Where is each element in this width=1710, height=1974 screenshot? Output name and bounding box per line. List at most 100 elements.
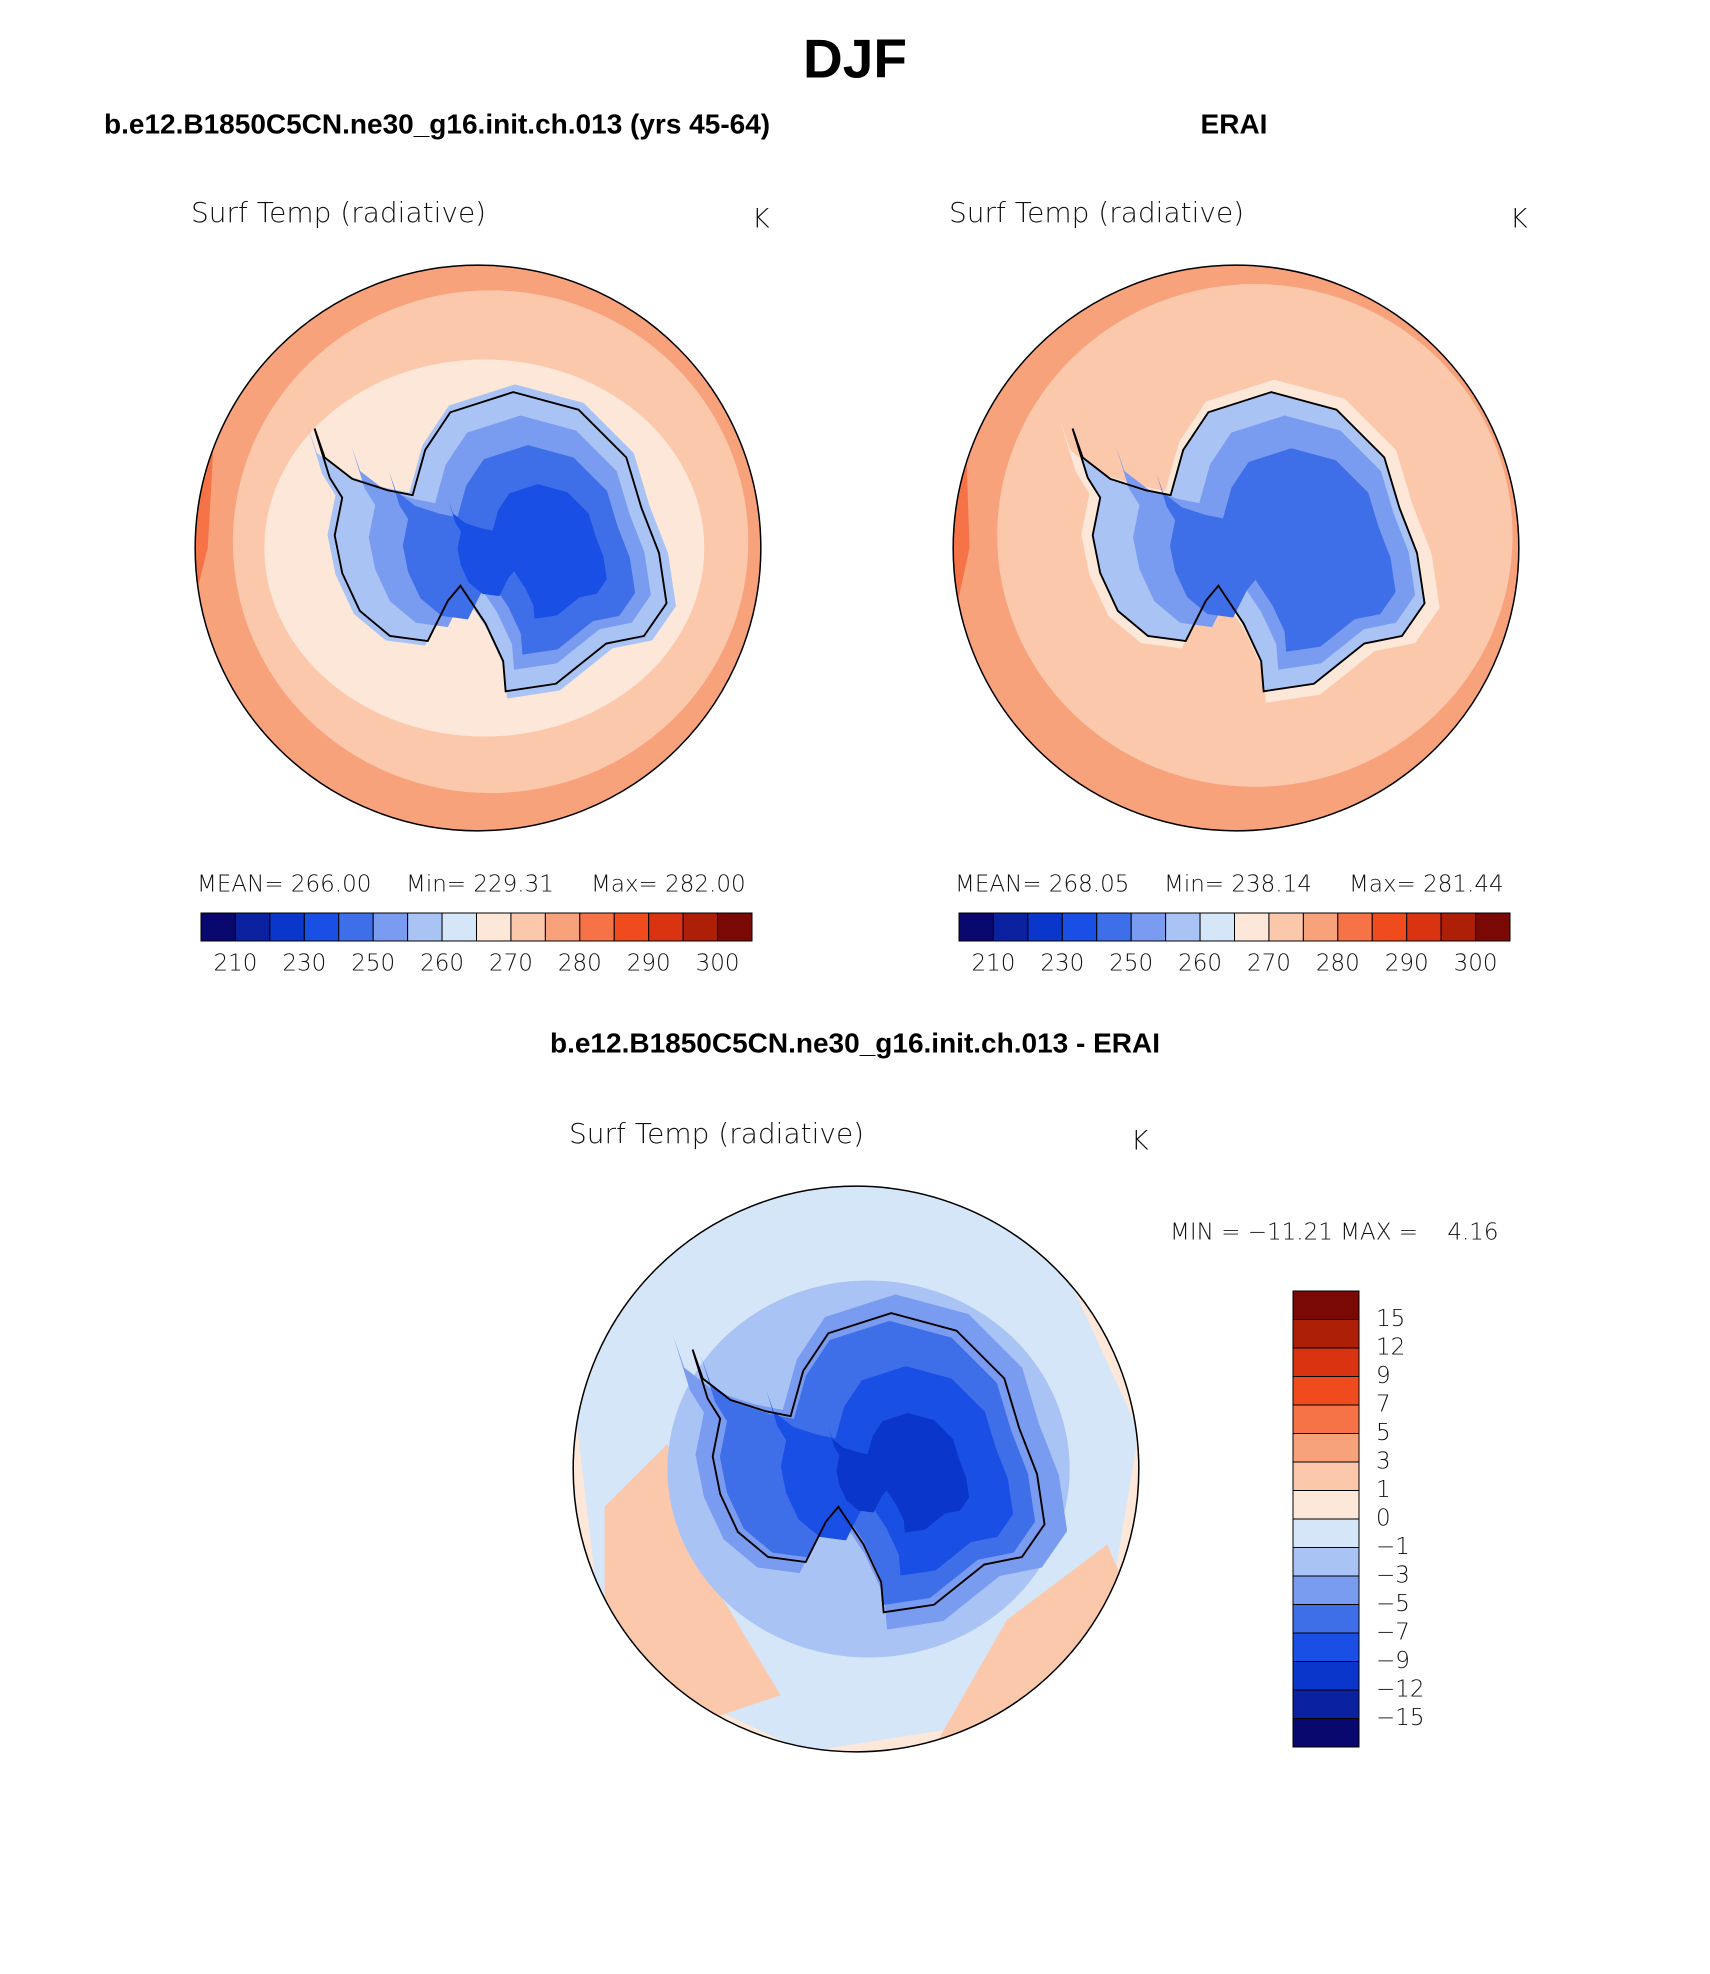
colorbar-box: [1292, 1490, 1360, 1520]
colorbar-label: 210: [213, 951, 257, 977]
variable-label: Surf Temp (radiative): [569, 1117, 864, 1150]
colorbar-box: [579, 912, 615, 942]
map-difference: [572, 1185, 1140, 1753]
stat-label: Max= 282.00: [591, 872, 746, 898]
colorbar-box: [1096, 912, 1132, 942]
colorbar-box: [1371, 912, 1408, 942]
panel-title: b.e12.B1850C5CN.ne30_g16.init.ch.013 (yr…: [104, 108, 770, 139]
colorbar-box: [1292, 1689, 1360, 1719]
colorbar-box: [1337, 912, 1373, 942]
stat-label: Min= 229.31: [406, 872, 554, 898]
colorbar-box: [338, 912, 374, 942]
colorbar-label: 270: [489, 951, 533, 977]
variable-label: Surf Temp (radiative): [191, 196, 486, 229]
colorbar-box: [1292, 1632, 1360, 1662]
colorbar-box: [958, 912, 994, 942]
colorbar-label: 15: [1376, 1306, 1405, 1332]
colorbar-label: −3: [1376, 1563, 1410, 1589]
colorbar-label: −7: [1376, 1620, 1410, 1646]
colorbar-label: 210: [971, 951, 1015, 977]
colorbar-box: [1165, 912, 1201, 942]
variable-label: Surf Temp (radiative): [949, 196, 1244, 229]
colorbar-label: 1: [1376, 1477, 1391, 1503]
colorbar-box: [1061, 912, 1098, 942]
colorbar-box: [1292, 1718, 1360, 1748]
colorbar-label: 300: [696, 951, 740, 977]
colorbar-label: 9: [1376, 1363, 1391, 1389]
colorbar-box: [1302, 912, 1339, 942]
colorbar-box: [1130, 912, 1167, 942]
colorbar-label: 230: [282, 951, 326, 977]
figure-title: DJF: [803, 28, 907, 90]
colorbar-box: [441, 912, 477, 942]
colorbar-box: [1292, 1518, 1360, 1548]
colorbar-label: −12: [1376, 1677, 1425, 1703]
colorbar-box: [1292, 1347, 1360, 1377]
colorbar-box: [1292, 1461, 1360, 1491]
colorbar-label: 280: [1316, 951, 1360, 977]
colorbar-label: −15: [1376, 1705, 1425, 1731]
map-obs: [952, 264, 1520, 832]
colorbar-label: −1: [1376, 1534, 1410, 1560]
colorbar-label: 230: [1040, 951, 1084, 977]
colorbar-box: [1292, 1433, 1360, 1463]
colorbar-label: 260: [420, 951, 464, 977]
panel-title: ERAI: [1201, 108, 1268, 139]
colorbar-label: 12: [1376, 1335, 1405, 1361]
colorbar-box: [717, 912, 753, 942]
colorbar-box: [1292, 1376, 1360, 1406]
colorbar-box: [992, 912, 1029, 942]
colorbar-label: 3: [1376, 1449, 1391, 1475]
colorbar-box: [682, 912, 719, 942]
colorbar-label: 260: [1178, 951, 1222, 977]
colorbar-box: [1292, 1575, 1360, 1605]
colorbar-label: 7: [1376, 1392, 1391, 1418]
colorbar-box: [1027, 912, 1063, 942]
colorbar-box: [372, 912, 409, 942]
colorbar-box: [1292, 1604, 1360, 1634]
colorbar-label: 250: [1109, 951, 1153, 977]
colorbar-box: [234, 912, 271, 942]
colorbar-box: [1475, 912, 1511, 942]
colorbar-box: [1292, 1661, 1360, 1691]
stat-label: MIN = −11.21 MAX = 4.16: [1170, 1220, 1499, 1246]
colorbar-box: [1199, 912, 1235, 942]
panel-title: b.e12.B1850C5CN.ne30_g16.init.ch.013 - E…: [550, 1027, 1160, 1058]
colorbar-label: 270: [1247, 951, 1291, 977]
colorbar-box: [1406, 912, 1442, 942]
colorbar-box: [269, 912, 305, 942]
colorbar-box: [200, 912, 236, 942]
colorbar-box: [1292, 1290, 1360, 1320]
colorbar-box: [648, 912, 684, 942]
colorbar-box: [1292, 1547, 1360, 1577]
colorbar-label: 290: [1385, 951, 1429, 977]
colorbar-label: 280: [558, 951, 602, 977]
units-label: K: [1131, 1126, 1149, 1157]
map-model: [194, 264, 762, 832]
colorbar-box: [544, 912, 581, 942]
colorbar-box: [1440, 912, 1477, 942]
stat-label: MEAN= 268.05: [955, 872, 1129, 898]
colorbar-label: 5: [1376, 1420, 1391, 1446]
stat-label: MEAN= 266.00: [197, 872, 371, 898]
stat-label: Max= 281.44: [1349, 872, 1504, 898]
colorbar-label: 300: [1454, 951, 1498, 977]
units-label: K: [1510, 204, 1528, 235]
colorbar-label: 290: [627, 951, 671, 977]
stat-label: Min= 238.14: [1164, 872, 1312, 898]
colorbar-label: −9: [1376, 1648, 1410, 1674]
colorbar-box: [1292, 1319, 1360, 1349]
colorbar-box: [510, 912, 546, 942]
colorbar-label: 250: [351, 951, 395, 977]
colorbar-label: 0: [1376, 1506, 1391, 1532]
colorbar-box: [476, 912, 512, 942]
colorbar-label: −5: [1376, 1591, 1410, 1617]
colorbar-box: [1292, 1404, 1360, 1434]
colorbar-box: [1268, 912, 1304, 942]
colorbar-box: [303, 912, 340, 942]
colorbar-box: [613, 912, 650, 942]
colorbar-box: [407, 912, 443, 942]
units-label: K: [752, 204, 770, 235]
